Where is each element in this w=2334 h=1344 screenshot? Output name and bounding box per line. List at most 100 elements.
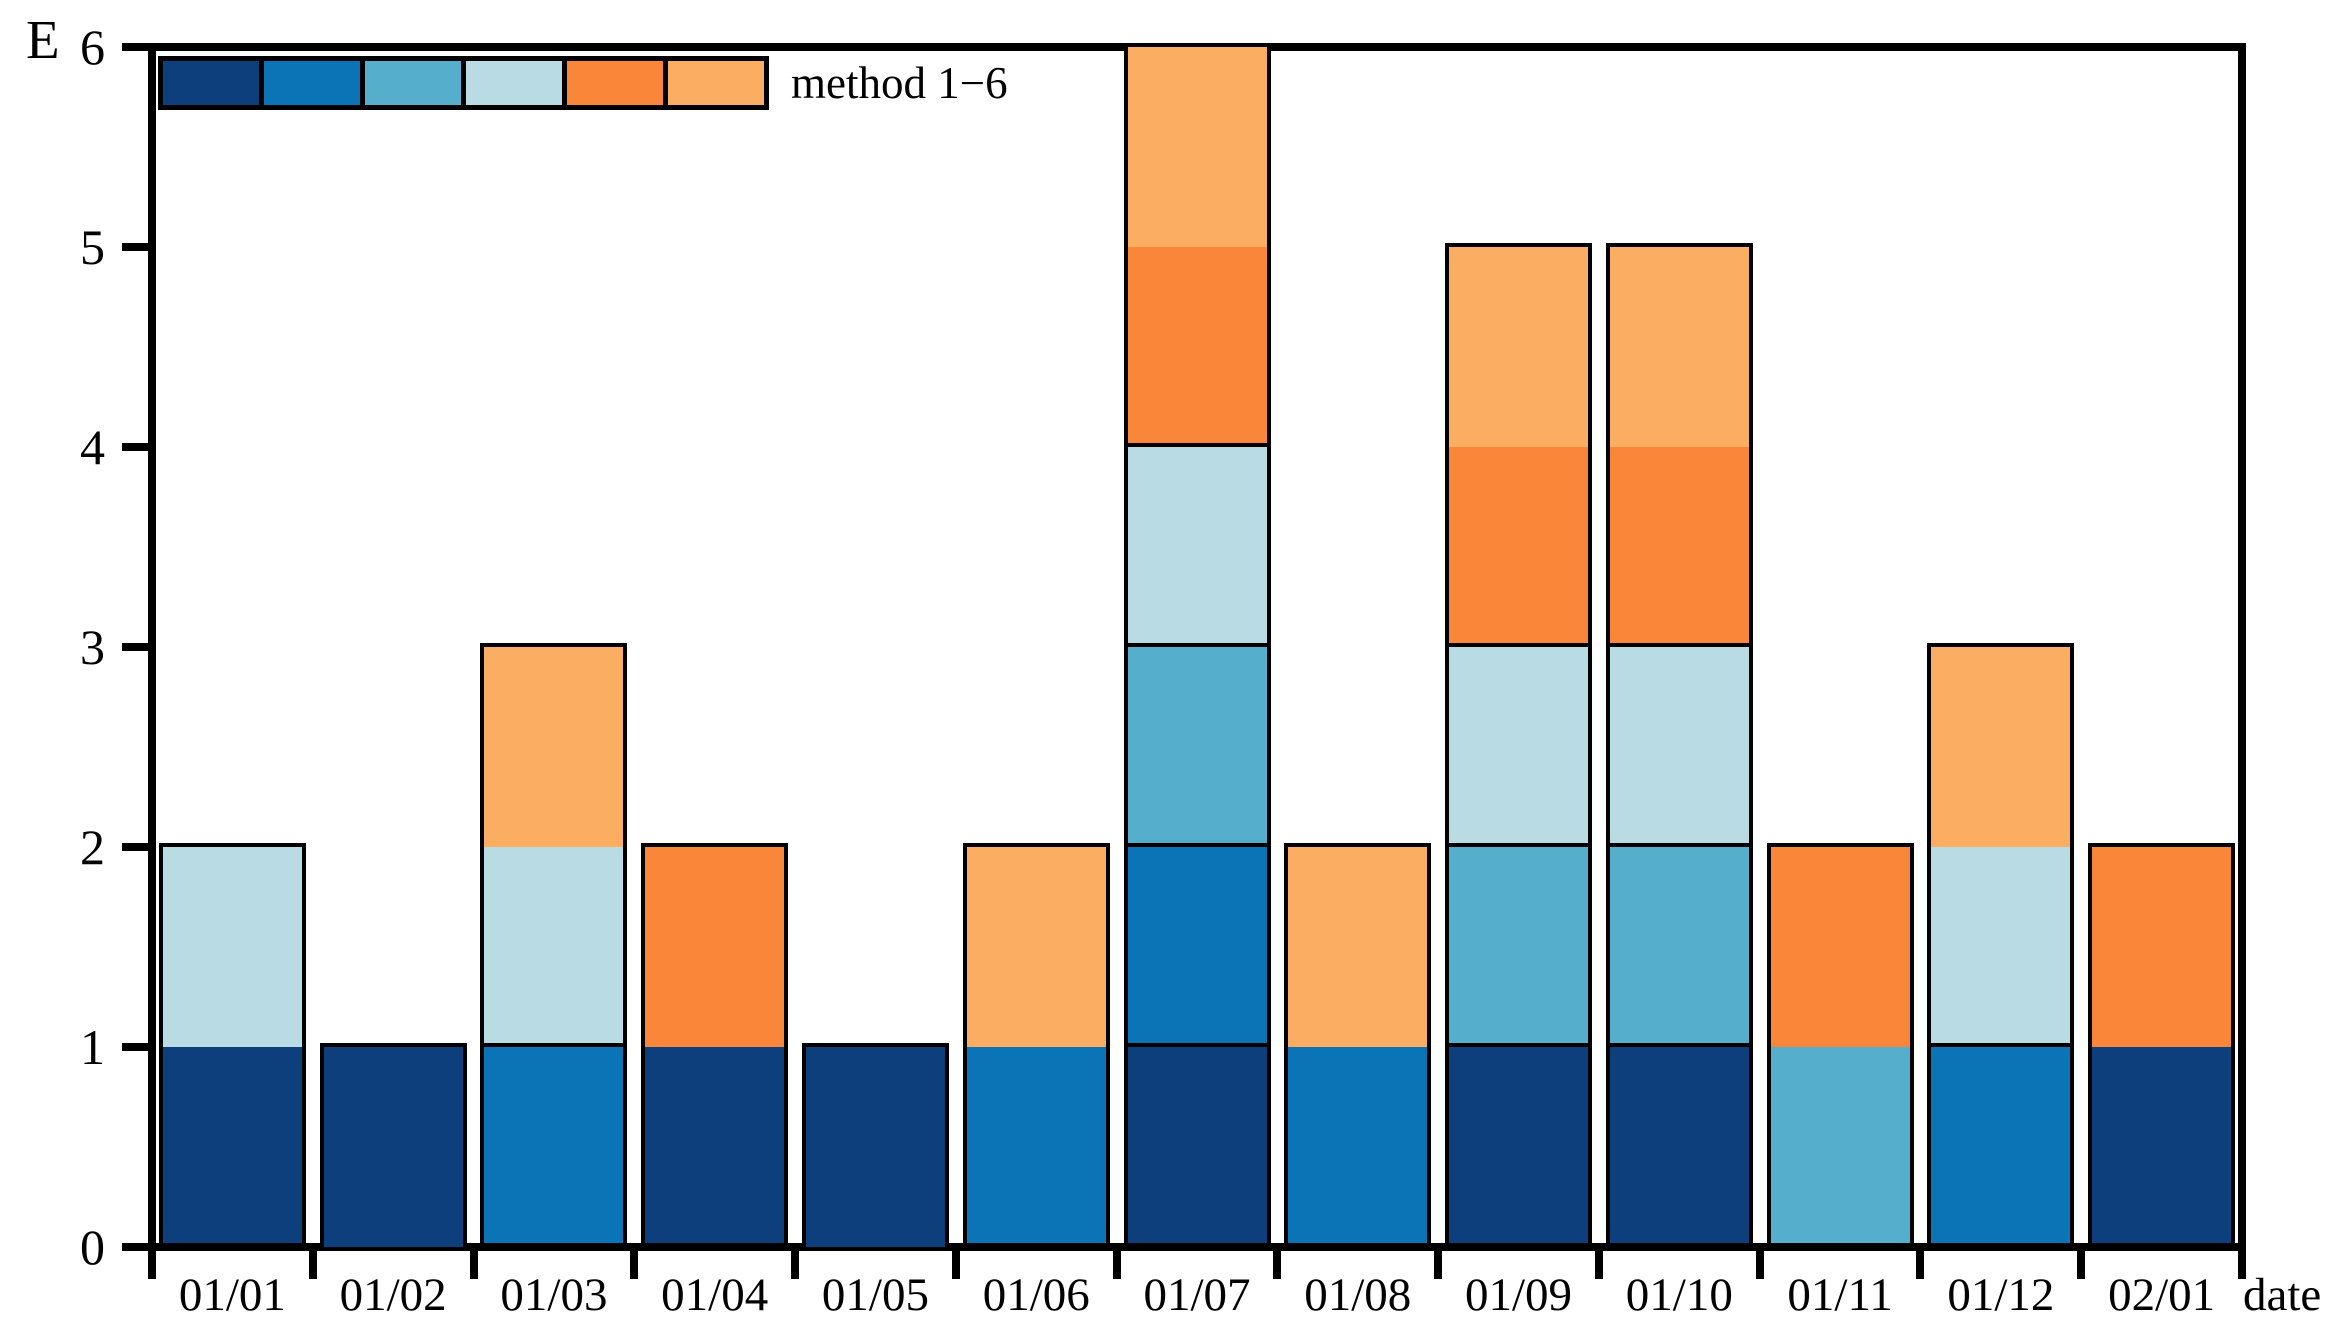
x-tick [1273,1247,1282,1279]
legend-label: method 1−6 [791,57,1008,108]
x-tick-label: 01/09 [1465,1269,1573,1321]
x-tick [2238,1247,2246,1279]
bar-01-06 [962,843,1110,1251]
axis-spine-left [148,43,156,1251]
axis-spine-right [2238,43,2246,1251]
bar-segment-method-4 [1449,647,1589,847]
bar-segment-method-5 [2092,847,2232,1047]
y-tick [122,443,148,451]
bar-segment-method-6 [1449,247,1589,447]
x-tick [2077,1247,2086,1279]
y-tick-label: 6 [80,19,105,75]
bar-01-01 [158,843,306,1251]
bar-01-11 [1766,843,1914,1251]
bar-01-12 [1927,643,2075,1251]
x-tick [951,1247,960,1279]
x-tick-label: 01/03 [500,1269,608,1321]
bar-segment-method-5 [645,847,785,1047]
bar-segment-method-6 [1609,247,1749,447]
bar-segment-method-6 [966,847,1106,1047]
legend: method 1−6 [158,56,1008,110]
y-tick [122,243,148,251]
bar-segment-method-5 [1770,847,1910,1047]
x-tick-label: 01/08 [1304,1269,1412,1321]
bar-segment-method-4 [1127,447,1267,647]
y-tick [122,843,148,851]
x-tick [630,1247,639,1279]
y-tick-label: 2 [80,819,105,875]
x-tick [1434,1247,1443,1279]
bar-segment-method-2 [1931,1047,2071,1247]
bar-segment-method-5 [1609,447,1749,647]
bar-segment-method-3 [1770,1047,1910,1247]
bar-segment-method-4 [1931,847,2071,1047]
bar-segment-method-4 [1609,647,1749,847]
x-tick [1112,1247,1121,1279]
x-tick [1755,1247,1764,1279]
y-tick-label: 5 [80,219,105,275]
legend-swatch-method-3 [360,56,466,110]
legend-swatch-method-6 [663,56,769,110]
bar-01-04 [641,843,789,1251]
bar-segment-method-1 [2092,1047,2232,1247]
x-tick [469,1247,478,1279]
x-tick-label: 01/11 [1787,1269,1893,1321]
bar-segment-method-6 [1127,47,1267,247]
x-tick-label: 01/10 [1625,1269,1733,1321]
bar-segment-method-3 [1609,847,1749,1047]
bar-segment-method-2 [966,1047,1106,1247]
bar-segment-method-1 [1127,1047,1267,1247]
bar-segment-method-4 [162,847,302,1047]
bar-segment-method-5 [1127,247,1267,447]
bar-01-08 [1284,843,1432,1251]
bar-segment-method-1 [162,1047,302,1247]
bar-02-01 [2088,843,2236,1251]
bar-segment-method-6 [1931,647,2071,847]
y-tick-label: 0 [80,1219,105,1275]
bar-segment-method-5 [1449,447,1589,647]
bar-segment-method-2 [1288,1047,1428,1247]
bar-segment-method-6 [1288,847,1428,1047]
bar-01-03 [480,643,628,1251]
legend-swatch-method-1 [158,56,264,110]
x-axis-title: date [2243,1269,2322,1321]
bar-segment-method-4 [484,847,624,1047]
bar-segment-method-1 [1609,1047,1749,1247]
bar-segment-method-1 [1449,1047,1589,1247]
x-tick-label: 01/12 [1947,1269,2055,1321]
bar-01-10 [1605,243,1753,1251]
x-tick-label: 01/01 [178,1269,286,1321]
x-tick [148,1247,156,1279]
x-tick [308,1247,317,1279]
bar-segment-method-6 [484,647,624,847]
y-tick [122,43,148,51]
x-tick-label: 01/04 [661,1269,769,1321]
y-tick-label: 4 [80,419,105,475]
x-tick-label: 01/07 [1143,1269,1251,1321]
bar-01-09 [1445,243,1593,1251]
bar-segment-method-2 [484,1047,624,1247]
bar-01-02 [319,1043,467,1251]
y-tick-label: 3 [80,619,105,675]
bar-01-07 [1123,43,1271,1251]
x-tick [1916,1247,1925,1279]
bar-segment-method-2 [1127,847,1267,1047]
bar-segment-method-3 [1449,847,1589,1047]
x-tick [791,1247,800,1279]
x-tick-label: 01/02 [339,1269,447,1321]
y-tick [122,643,148,651]
y-tick [122,1043,148,1051]
legend-swatch-method-2 [259,56,365,110]
y-axis-title: E [26,9,60,70]
x-tick-label: 01/06 [982,1269,1090,1321]
y-tick [122,1243,148,1251]
bar-segment-method-3 [1127,647,1267,847]
legend-swatch-method-4 [461,56,567,110]
x-tick-label: 01/05 [821,1269,929,1321]
bar-segment-method-1 [323,1047,463,1247]
bar-01-05 [801,1043,949,1251]
x-tick [1594,1247,1603,1279]
legend-swatch-method-5 [562,56,668,110]
x-tick-label: 02/01 [2108,1269,2216,1321]
